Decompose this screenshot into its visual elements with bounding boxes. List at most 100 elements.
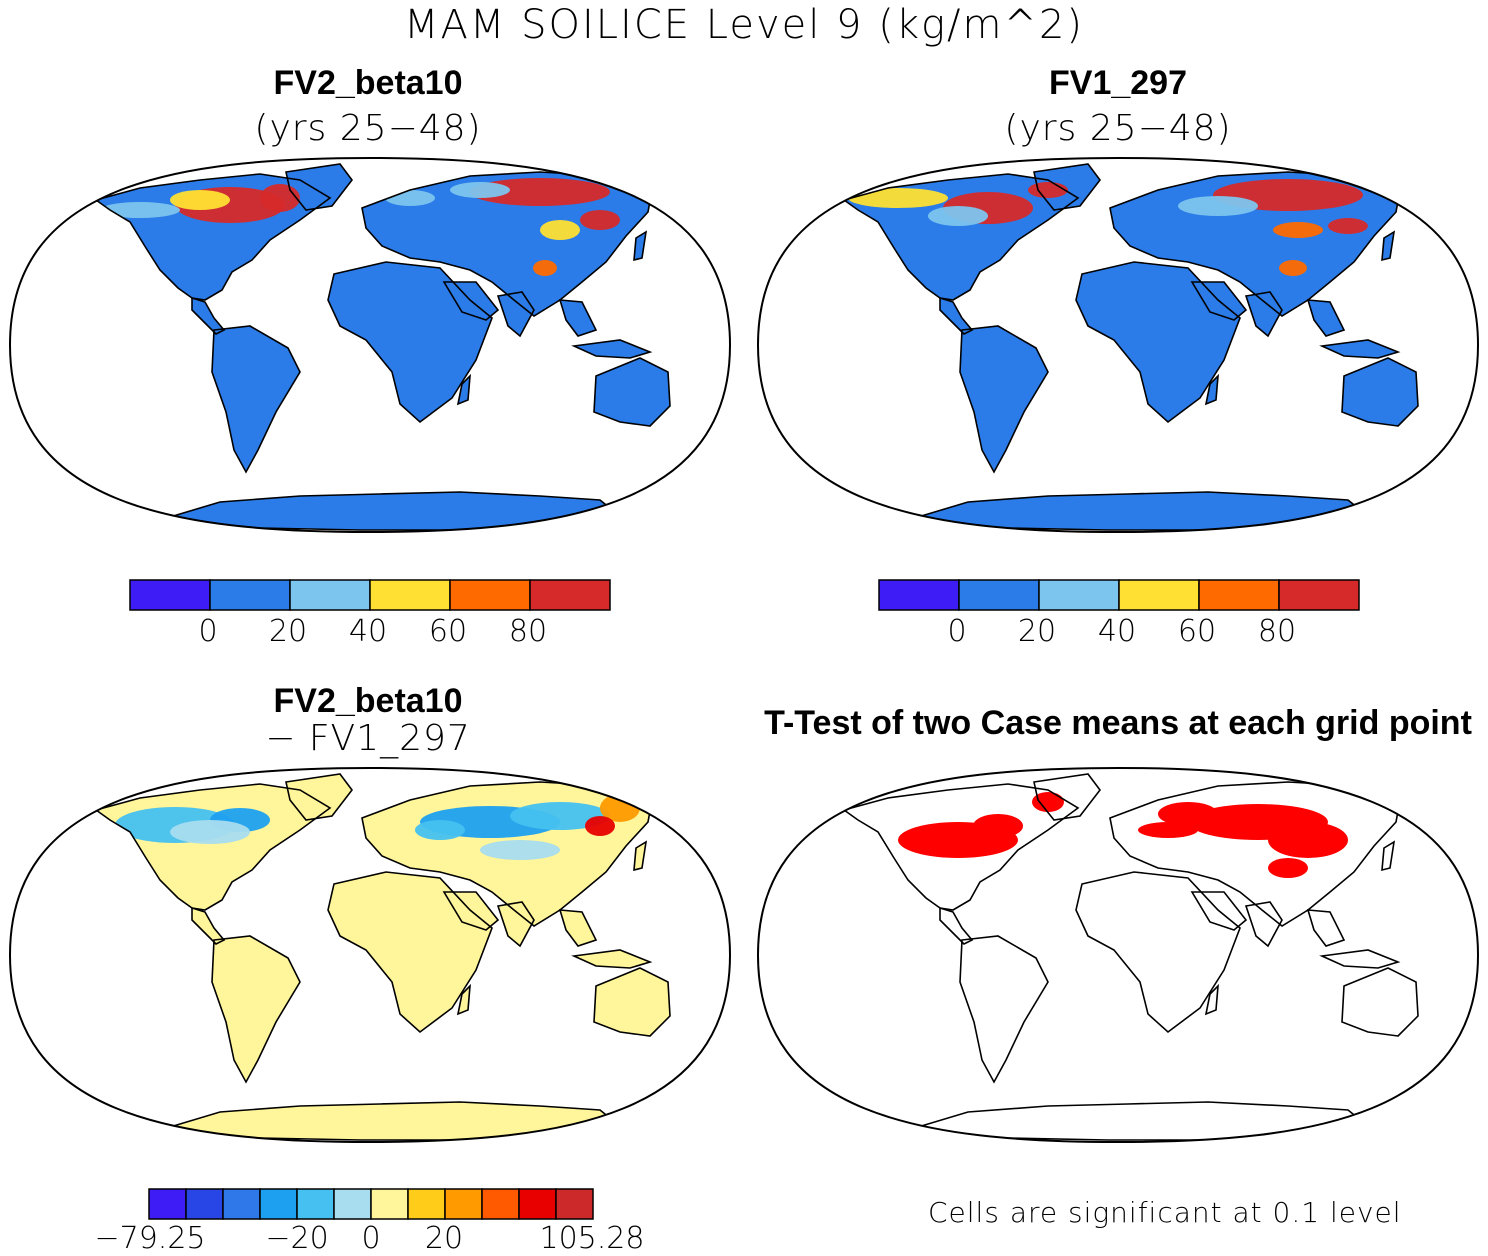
map-ttest (756, 766, 1480, 1144)
colorbar-fv1-297-label: 80 (1257, 614, 1297, 649)
colorbar-difference-label: 105.28 (539, 1221, 645, 1256)
land-madagascar (1206, 376, 1218, 404)
land-india (498, 902, 534, 946)
field-patch (928, 206, 988, 226)
land-japan (1382, 232, 1394, 260)
coastline-madagascar (456, 373, 471, 406)
colorbar-difference-label: 0 (361, 1221, 381, 1256)
land-centralAmerica (192, 298, 224, 334)
coastline-seasia (558, 909, 598, 947)
land-africa (1076, 262, 1240, 422)
colorbar-swatch (555, 1188, 594, 1220)
colorbar-fv1-297-label: 20 (1017, 614, 1057, 649)
colorbar-swatch (259, 1188, 298, 1220)
coastline-northAmerica (842, 173, 1080, 301)
colorbar-fv2-beta10-label: 40 (348, 614, 388, 649)
coastline-southAmerica (959, 935, 1049, 1084)
field-patch (540, 220, 580, 240)
coastline-australia (593, 967, 671, 1037)
significant-cells (1032, 792, 1064, 812)
panel1-subtitle: (yrs 25−48) (254, 108, 482, 149)
field-patch (1279, 260, 1307, 276)
colorbar-swatch (1038, 579, 1120, 611)
land-japan (634, 232, 646, 260)
field-patch (1028, 182, 1068, 198)
field-patch (100, 202, 180, 218)
coastline-india (1244, 901, 1283, 948)
field-patch (170, 190, 230, 210)
coastline-indonesia (1319, 949, 1401, 969)
land-antarctica (160, 492, 620, 530)
field-patch (450, 182, 510, 198)
coastline-japan (633, 840, 648, 872)
land-australia (594, 358, 670, 426)
significant-cells (1138, 822, 1198, 838)
colorbar-swatch (296, 1188, 335, 1220)
colorbar-fv2-beta10-label: 60 (428, 614, 468, 649)
colorbar-swatch (1278, 579, 1360, 611)
coastline-arabia (442, 281, 500, 321)
map-difference (8, 766, 732, 1144)
coastline-centralAmerica (939, 296, 974, 335)
coastline-indonesia (571, 949, 653, 969)
colorbar-swatch (129, 579, 211, 611)
panel3-title: FV2_beta10 (273, 682, 463, 720)
coastline-japan (1381, 230, 1396, 262)
coastline-australia (1341, 967, 1419, 1037)
land-eurasia (362, 172, 652, 316)
coastline-arabia (1190, 281, 1248, 321)
field-patch (848, 188, 948, 208)
map-border (756, 766, 1480, 1144)
coastline-africa (1075, 871, 1241, 1034)
coastline-centralAmerica (191, 906, 226, 945)
coastline-southAmerica (211, 325, 301, 474)
land-australia (1342, 358, 1418, 426)
land-india (1246, 292, 1282, 336)
coastline-greenland (1033, 163, 1102, 211)
land-madagascar (458, 986, 470, 1014)
colorbar-swatch (958, 579, 1040, 611)
field-patch (1178, 196, 1258, 216)
coastline-eurasia (361, 171, 653, 317)
field-patch (585, 816, 615, 836)
significance-note: Cells are significant at 0.1 level (928, 1196, 1402, 1229)
colorbar-swatch (289, 579, 371, 611)
colorbar-swatch (407, 1188, 446, 1220)
map-fv1-297 (756, 156, 1480, 534)
land-seasia (560, 910, 596, 946)
panel2-title: FV1_297 (1049, 64, 1187, 102)
coastline-northAmerica (94, 783, 332, 911)
field-patch (470, 178, 610, 206)
colorbar-swatch (185, 1188, 224, 1220)
colorbar-fv1-297-label: 60 (1177, 614, 1217, 649)
coastline-madagascar (1204, 373, 1219, 406)
land-africa (328, 262, 492, 422)
coastline-greenland (285, 163, 354, 211)
colorbar-swatch (529, 579, 611, 611)
colorbar-swatch (369, 579, 451, 611)
coastline-africa (1075, 261, 1241, 424)
land-centralAmerica (192, 908, 224, 944)
field-patch (510, 802, 610, 830)
colorbar-fv1-297 (878, 579, 1360, 611)
coastline-seasia (558, 299, 598, 337)
coastline-northAmerica (842, 783, 1080, 911)
coastline-northAmerica (94, 173, 332, 301)
colorbar-fv1-297-label: 40 (1097, 614, 1137, 649)
significant-cells (1268, 822, 1348, 858)
land-africa (328, 872, 492, 1032)
field-patch (533, 260, 557, 276)
colorbar-swatch (481, 1188, 520, 1220)
significant-cells (973, 814, 1023, 838)
coastline-indonesia (571, 339, 653, 359)
colorbar-swatch (1198, 579, 1280, 611)
land-seasia (1308, 300, 1344, 336)
coastline-eurasia (1109, 781, 1401, 927)
coastline-greenland (1033, 773, 1102, 821)
coastline-antarctica (907, 491, 1370, 531)
colorbar-fv2-beta10-label: 20 (268, 614, 308, 649)
coastline-india (1244, 291, 1283, 338)
colorbar-swatch (444, 1188, 483, 1220)
land-seasia (560, 300, 596, 336)
colorbar-difference (148, 1188, 594, 1220)
